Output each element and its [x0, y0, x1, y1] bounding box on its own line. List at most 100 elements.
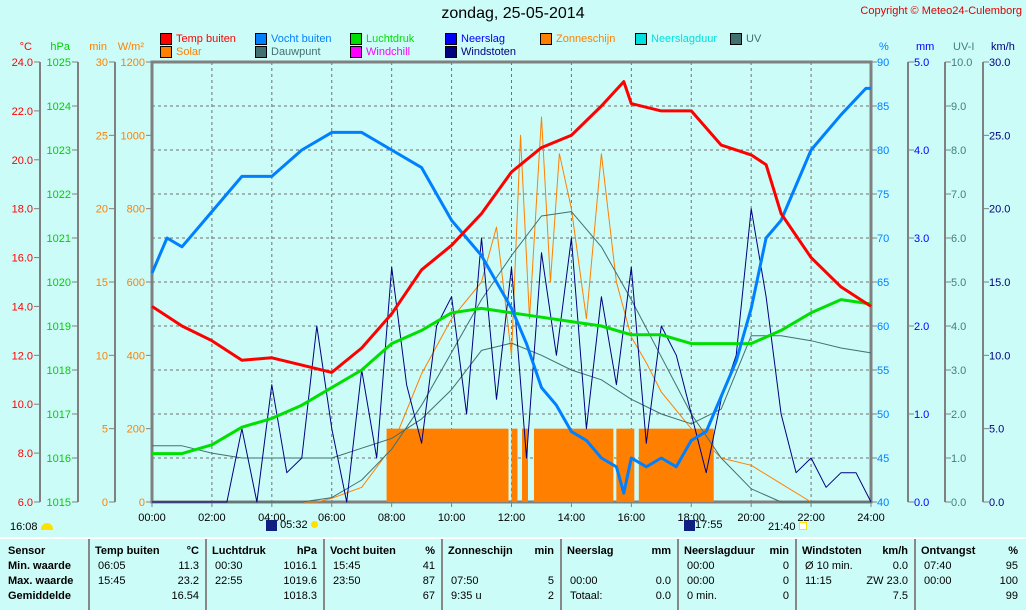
- axis-tick-label: 2.0: [951, 409, 966, 421]
- cell-value: 1019.6: [283, 575, 317, 587]
- axis-tick-label: 60: [877, 321, 889, 333]
- legend-swatch: [160, 33, 172, 45]
- axis-tick-label: 16.0: [12, 253, 33, 265]
- cell-value: 0: [782, 560, 789, 572]
- cell-value: 16.54: [171, 590, 199, 602]
- cell-time: Ø 10 min.: [805, 560, 853, 572]
- column-divider: [677, 539, 679, 610]
- axis-tick-label: 6.0: [951, 233, 966, 245]
- axis-tick-label: 15: [96, 277, 108, 289]
- legend-item: Solar: [160, 46, 202, 58]
- legend-label: Neerslagduur: [651, 33, 718, 45]
- daylength-value: 16:08: [10, 521, 38, 533]
- cell-value: 11.3: [178, 560, 199, 572]
- column-divider: [323, 539, 325, 610]
- axis-tick-label: 5.0: [951, 277, 966, 289]
- axis-tick-label: 20.0: [989, 204, 1010, 216]
- legend-swatch: [350, 33, 362, 45]
- axis-tick-label: 1025: [47, 57, 71, 69]
- axis-tick-label: 1.0: [951, 453, 966, 465]
- sunset-value: 21:40: [768, 521, 796, 533]
- x-tick-label: 04:00: [258, 512, 286, 524]
- cell-value: 23.2: [177, 575, 199, 587]
- legend-swatch: [160, 46, 172, 58]
- axis-tick-label: 1024: [47, 101, 71, 113]
- cell-time: 11:15: [805, 575, 832, 587]
- axis-tick-label: 3.0: [914, 233, 929, 245]
- cell-time: 15:45: [98, 575, 126, 587]
- column-header: Ontvangst: [921, 545, 976, 557]
- legend-swatch: [445, 33, 457, 45]
- cell-value: 0: [782, 575, 789, 587]
- cell-time: 00:00: [570, 575, 598, 587]
- cell-time: 00:30: [215, 560, 243, 572]
- cell-time: 06:05: [98, 560, 126, 572]
- cell-value: 0.0: [655, 590, 671, 602]
- cell-time: 07:40: [924, 560, 952, 572]
- series-windstoten: [152, 208, 872, 503]
- legend-swatch: [350, 46, 362, 58]
- series-dauwpunt: [152, 335, 872, 459]
- legend-label: Windstoten: [461, 46, 517, 58]
- moonrise-value: 05:32: [280, 519, 308, 531]
- legend-label: Solar: [176, 46, 202, 58]
- legend-label: Neerslag: [461, 33, 506, 45]
- row-label: Min. waarde: [8, 560, 71, 572]
- legend-label: Windchill: [366, 46, 411, 58]
- column-unit: min: [769, 545, 789, 557]
- axis-tick-label: 1017: [47, 409, 71, 421]
- sunshine-bar: [511, 428, 518, 502]
- cell-time: 00:00: [687, 560, 715, 572]
- chart: °C 6.0 8.0 10.0 12.0 14.0 16.0 18.0 20.0 22.0 24.0…: [12, 41, 1015, 524]
- axis-tick-label: 50: [877, 409, 889, 421]
- axis-tick-label: 10.0: [989, 350, 1010, 362]
- cell-time: 0 min.: [687, 590, 717, 602]
- sun-cloud-icon: [40, 523, 53, 530]
- sunrise-icon: [310, 521, 318, 528]
- column-unit: °C: [186, 545, 199, 557]
- axis-tick-label: 1020: [47, 277, 71, 289]
- column-unit: %: [1008, 545, 1018, 557]
- sunset: 21:40: [768, 521, 807, 533]
- axis-tick-label: 20.0: [12, 155, 33, 167]
- series-solar: [152, 116, 871, 503]
- cell-value: 0.0: [655, 575, 671, 587]
- column-header: Vocht buiten: [330, 545, 396, 557]
- cell-time: Totaal:: [570, 590, 603, 602]
- sunshine-bar: [521, 428, 528, 502]
- axis-tick-label: 5: [102, 424, 108, 436]
- axis-tick-label: 55: [877, 365, 889, 377]
- axis-tick-label: 0.0: [989, 497, 1004, 509]
- axis-tick-label: 0: [139, 497, 145, 509]
- axis-tick-label: 4.0: [914, 145, 929, 157]
- chart-title: zondag, 25-05-2014: [441, 5, 585, 22]
- copyright[interactable]: Copyright © Meteo24-Culemborg: [860, 5, 1022, 17]
- legend-label: Vocht buiten: [271, 33, 332, 45]
- column-header: Luchtdruk: [212, 545, 266, 557]
- cell-value: 0: [782, 590, 789, 602]
- legend-item: Dauwpunt: [255, 46, 321, 58]
- cell-value: 1018.3: [283, 590, 317, 602]
- axis-tick-label: 90: [877, 57, 889, 69]
- x-tick-label: 06:00: [318, 512, 346, 524]
- legend-swatch: [445, 46, 457, 58]
- axis-tick-label: 85: [877, 101, 889, 113]
- legend-item: Windstoten: [445, 46, 516, 58]
- column-header: Temp buiten: [95, 545, 160, 557]
- cell-value: 2: [547, 590, 554, 602]
- axis-tick-label: 6.0: [18, 497, 33, 509]
- axis-tick-label: 200: [127, 424, 145, 436]
- sunshine-bar: [533, 428, 614, 502]
- column-unit: %: [425, 545, 435, 557]
- axis-tick-label: 20: [96, 204, 108, 216]
- axis-unit-label: °C: [20, 41, 32, 53]
- legend-label: UV: [746, 33, 762, 45]
- legend-label: Temp buiten: [176, 33, 236, 45]
- cell-time: 00:00: [687, 575, 715, 587]
- axis-tick-label: 1.0: [914, 409, 929, 421]
- legend-item: Neerslagduur: [635, 33, 717, 45]
- x-tick-label: 00:00: [138, 512, 166, 524]
- moonset: 17:55: [684, 519, 723, 531]
- moonset-icon: [684, 519, 695, 531]
- cell-time: 00:00: [924, 575, 952, 587]
